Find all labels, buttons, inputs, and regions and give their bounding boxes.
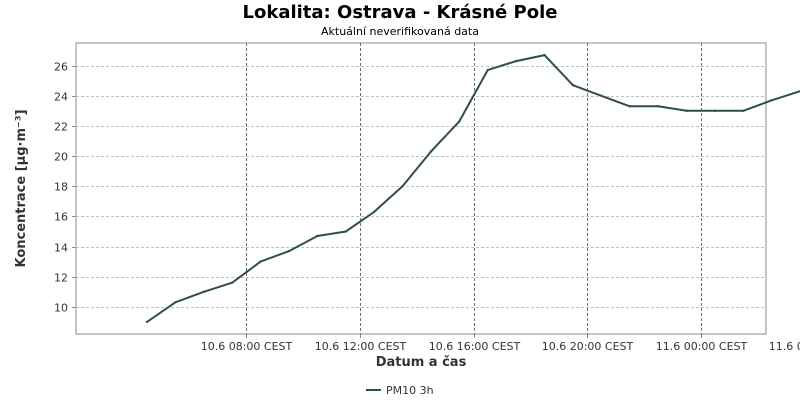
data-point <box>174 301 177 304</box>
y-tick-label: 14 <box>54 242 68 255</box>
data-point <box>429 150 433 153</box>
data-point <box>742 109 745 113</box>
x-tick-label: 10.6 08:00 CEST <box>201 340 293 353</box>
data-point <box>344 230 347 233</box>
data-point <box>231 281 234 284</box>
data-point <box>656 105 660 108</box>
x-tick-label: 11.6 04:00 CEST <box>769 340 800 353</box>
y-tick-label: 10 <box>54 302 68 315</box>
y-tick-label: 20 <box>54 151 68 164</box>
y-tick-label: 24 <box>54 91 68 104</box>
data-point <box>600 94 603 98</box>
data-point <box>571 84 575 87</box>
data-point <box>145 320 149 324</box>
chart-subtitle: Aktuální neverifikovaná data <box>321 25 479 38</box>
y-tick-label: 12 <box>54 272 68 285</box>
data-point <box>401 185 404 188</box>
data-point <box>770 99 773 102</box>
legend-label: PM10 3h <box>386 384 434 397</box>
plot-frame <box>75 42 767 335</box>
data-point <box>543 53 546 57</box>
x-tick-label: 10.6 20:00 CEST <box>542 340 634 353</box>
y-tick-label: 18 <box>54 181 68 194</box>
grid-layer <box>75 42 767 335</box>
data-point <box>287 249 291 253</box>
data-point <box>685 109 688 113</box>
data-point <box>372 210 376 214</box>
x-axis-label: Datum a čas <box>376 355 467 370</box>
data-point <box>486 68 489 72</box>
data-point <box>713 109 717 113</box>
data-point <box>628 105 631 108</box>
y-tick-label: 22 <box>54 121 68 134</box>
y-axis-label: Koncentrace [µg·m⁻³] <box>14 109 29 267</box>
data-point <box>514 59 518 63</box>
y-tick-label: 16 <box>54 211 68 224</box>
data-point <box>202 290 205 293</box>
x-tick-label: 10.6 12:00 CEST <box>315 340 407 353</box>
y-tick-label: 26 <box>54 61 68 74</box>
x-tick-label: 10.6 16:00 CEST <box>429 340 521 353</box>
axis-layer: 10 12 14 16 18 20 22 24 26 10.6 08:00 CEST 10.6 12… <box>54 61 800 354</box>
legend: PM10 3h <box>366 384 434 397</box>
chart-title: Lokalita: Ostrava - Krásné Pole <box>242 2 558 23</box>
x-tick-label: 11.6 00:00 CEST <box>656 340 748 353</box>
data-point <box>316 234 319 238</box>
data-point <box>259 260 262 263</box>
data-point <box>458 120 461 123</box>
series-line <box>146 54 800 323</box>
